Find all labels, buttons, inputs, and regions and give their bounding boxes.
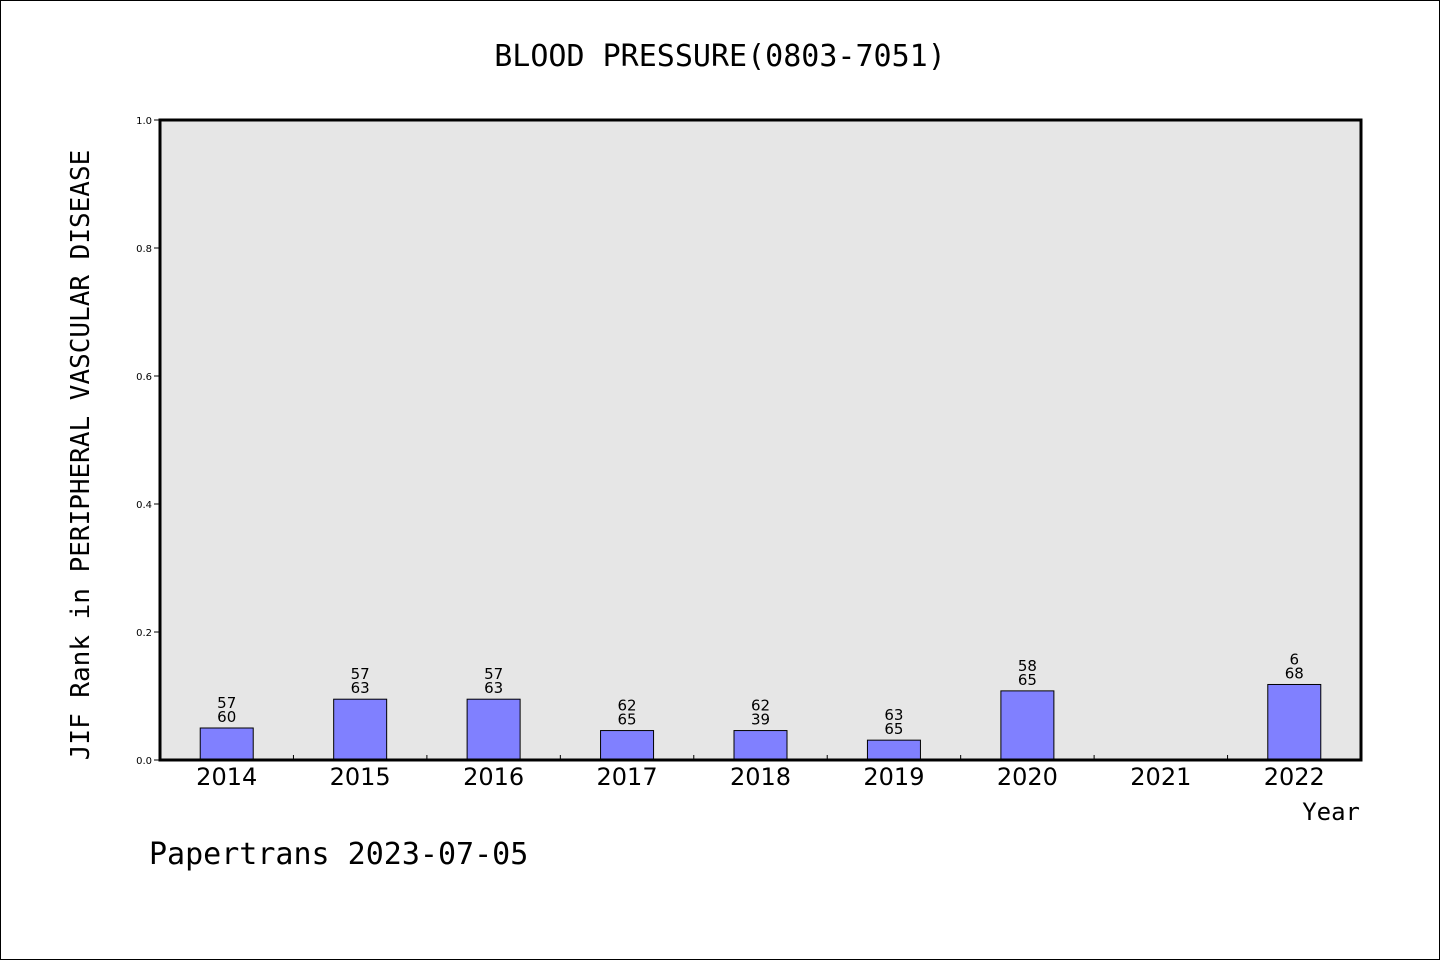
bar-data-label: 6 [1290, 650, 1300, 668]
y-tick-label: 1.0 [136, 116, 152, 127]
x-axis-ticks: 2014 2015 2016 2017 2018 2019 2020 2021 2022 [196, 755, 1325, 791]
x-tick-label: 2016 [463, 763, 524, 791]
y-tick-label: 0.4 [136, 500, 152, 511]
y-axis-ticks: 0.0 0.2 0.4 0.6 0.8 1.0 [136, 116, 160, 767]
chart-title: BLOOD PRESSURE(0803-7051) [494, 39, 946, 74]
bar-data-label: 60 [217, 708, 236, 726]
bar-2020 [1000, 690, 1055, 761]
bar-2014 [199, 727, 254, 761]
y-tick-label: 0.6 [136, 372, 152, 383]
bar-data-label: 65 [1018, 671, 1037, 689]
plot-border [158, 118, 1363, 762]
bar-data-label: 68 [1285, 664, 1304, 682]
x-tick-label: 2020 [997, 763, 1058, 791]
y-axis-label: JIF Rank in PERIPHERAL VASCULAR DISEASE [66, 150, 96, 760]
x-tick-label: 2018 [730, 763, 791, 791]
y-tick-label: 0.2 [136, 628, 152, 639]
bar-data-label: 65 [884, 720, 903, 738]
x-tick-label: 2019 [863, 763, 924, 791]
bar-2022 [1267, 683, 1322, 761]
bar-data-label: 62 [618, 697, 637, 715]
x-tick-label: 2021 [1130, 763, 1191, 791]
x-tick-label: 2017 [597, 763, 658, 791]
bar-data-label: 62 [751, 697, 770, 715]
bar-data-label: 63 [351, 679, 370, 697]
y-tick-label: 0.8 [136, 244, 152, 255]
x-tick-label: 2022 [1264, 763, 1325, 791]
bars-group [199, 683, 1322, 761]
bar-data-label: 57 [217, 694, 236, 712]
bar-data-label: 57 [351, 665, 370, 683]
bar-2018 [733, 730, 788, 761]
x-tick-label: 2014 [196, 763, 257, 791]
footer-text: Papertrans 2023-07-05 [149, 837, 528, 872]
bar-data-label: 65 [618, 711, 637, 729]
plot-area [160, 120, 1361, 760]
bar-data-label: 58 [1018, 657, 1037, 675]
bar-2016 [466, 698, 521, 761]
bar-2019 [866, 739, 921, 761]
y-tick-label: 0.0 [136, 756, 152, 767]
bar-data-label: 39 [751, 711, 770, 729]
x-axis-label: Year [1302, 798, 1360, 826]
x-tick-label: 2015 [330, 763, 391, 791]
bar-2017 [600, 730, 655, 761]
bar-data-label: 57 [484, 665, 503, 683]
bar-2015 [333, 698, 388, 761]
bar-data-label: 63 [484, 679, 503, 697]
bar-data-label: 63 [884, 706, 903, 724]
